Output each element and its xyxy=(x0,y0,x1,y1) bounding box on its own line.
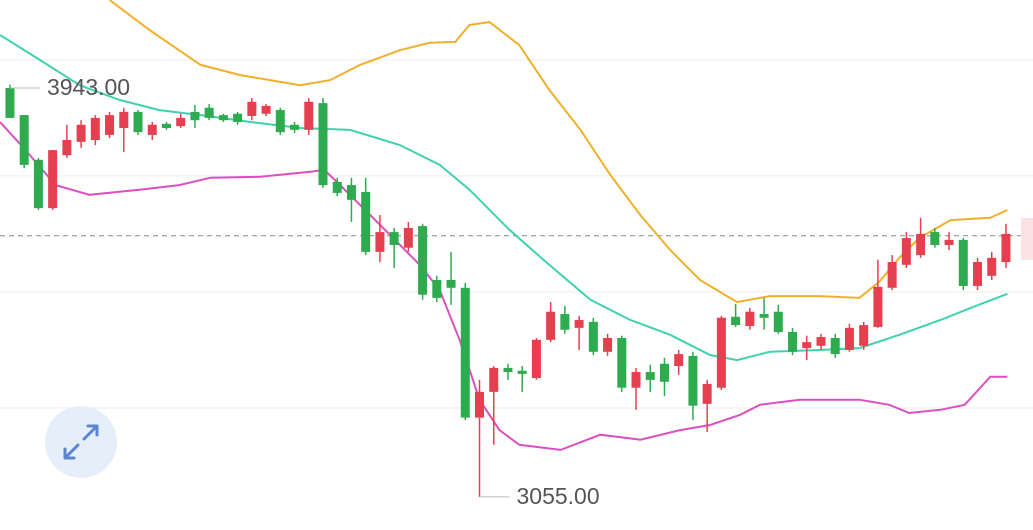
candle-body xyxy=(702,384,712,404)
candle-body xyxy=(48,150,58,209)
grid xyxy=(0,59,1033,409)
candle-body xyxy=(105,115,115,135)
candle-body xyxy=(916,233,926,256)
candle-body xyxy=(588,321,598,352)
candle-body xyxy=(375,232,385,252)
candle-body xyxy=(389,232,399,245)
candle-body xyxy=(418,226,428,295)
candle-body xyxy=(19,115,29,165)
candle-body xyxy=(546,311,556,340)
candle-body xyxy=(887,262,897,288)
annotation-label: 3055.00 xyxy=(517,483,600,509)
candle-body xyxy=(930,232,940,245)
candle-body xyxy=(688,355,698,406)
candle-body xyxy=(987,257,997,276)
candle-body xyxy=(859,325,869,346)
candle-body xyxy=(76,124,86,142)
candle-body xyxy=(403,227,413,248)
band-line xyxy=(0,34,1008,362)
price-tag-edge xyxy=(1021,218,1033,260)
candle-body xyxy=(830,337,840,355)
candle-body xyxy=(816,337,826,346)
candle-body xyxy=(190,111,200,121)
candle-body xyxy=(275,110,285,133)
expand-icon xyxy=(63,424,99,460)
candle-body xyxy=(119,111,129,129)
band-line xyxy=(0,121,1008,451)
candle-body xyxy=(603,337,613,352)
candle-body xyxy=(788,331,798,352)
candle-body xyxy=(332,181,342,193)
candle-body xyxy=(133,111,143,133)
candle-body xyxy=(560,314,570,330)
candle-body xyxy=(304,101,314,130)
candle-body xyxy=(844,327,854,350)
annotations: 3943.00 3055.00 xyxy=(9,74,600,509)
candle-body xyxy=(631,372,641,388)
candle-body xyxy=(645,372,655,380)
candle-body xyxy=(247,101,257,117)
candle-body xyxy=(90,117,100,140)
candle-body xyxy=(318,103,328,186)
annotation-label: 3943.00 xyxy=(47,74,130,100)
candle-body xyxy=(5,87,15,118)
bands xyxy=(0,0,1008,451)
candle-body xyxy=(460,287,470,418)
candle-body xyxy=(33,159,43,209)
candle-body xyxy=(261,105,271,114)
expand-button[interactable] xyxy=(45,406,117,478)
candle-body xyxy=(432,279,442,298)
candle-body xyxy=(290,124,300,130)
candle-body xyxy=(731,316,741,326)
candle-body xyxy=(574,320,584,328)
candle-body xyxy=(503,367,513,373)
candle-body xyxy=(446,279,456,288)
candle-body xyxy=(617,337,627,388)
candle-body xyxy=(873,286,883,327)
candle-body xyxy=(517,370,527,374)
candles xyxy=(5,84,1011,497)
candle-body xyxy=(944,239,954,245)
candle-body xyxy=(901,238,911,265)
candle-body xyxy=(147,124,157,135)
candle-body xyxy=(773,311,783,332)
candle-body xyxy=(531,339,541,379)
candle-body xyxy=(161,123,171,129)
candle-body xyxy=(361,192,371,252)
candle-body xyxy=(674,354,684,367)
expand-button-bg[interactable] xyxy=(45,406,117,478)
candle-body xyxy=(489,367,499,392)
candle-body xyxy=(475,391,485,418)
candle-body xyxy=(204,107,214,118)
candle-body xyxy=(659,363,669,382)
candle-body xyxy=(176,117,186,127)
candle-body xyxy=(1001,233,1011,263)
candle-body xyxy=(62,139,72,156)
candle-body xyxy=(802,342,812,349)
candle-body xyxy=(716,317,726,388)
candle-body xyxy=(346,185,356,200)
candle-body xyxy=(958,239,968,286)
candle-body xyxy=(745,311,755,327)
candle-body xyxy=(759,314,769,318)
candle-body xyxy=(973,262,983,286)
band-line xyxy=(108,0,1008,304)
candle-body xyxy=(233,113,243,123)
candle-body xyxy=(218,115,228,121)
